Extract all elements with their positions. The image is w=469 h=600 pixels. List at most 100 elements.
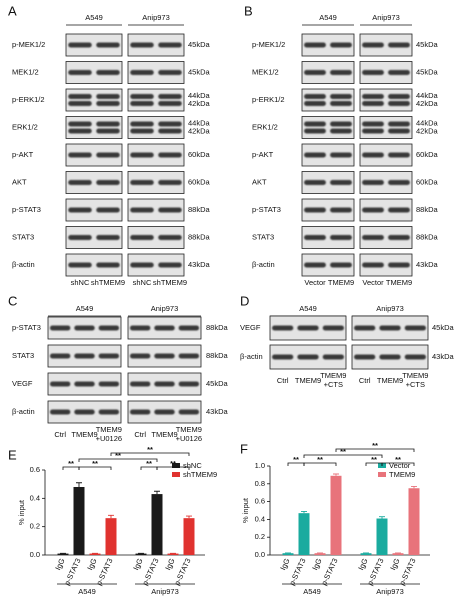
blot-box bbox=[359, 253, 413, 277]
blot-box bbox=[65, 198, 123, 222]
bar bbox=[57, 553, 69, 555]
protein-label: MEK1/2 bbox=[12, 67, 39, 76]
blot-box bbox=[127, 33, 185, 57]
blot-box bbox=[127, 61, 185, 84]
band bbox=[330, 101, 352, 106]
band bbox=[362, 235, 384, 240]
error-bar bbox=[301, 510, 307, 514]
band bbox=[96, 101, 120, 106]
band bbox=[362, 207, 384, 213]
size-label: 45kDa bbox=[432, 323, 455, 332]
blot-box bbox=[65, 253, 123, 277]
y-tick-label: 0.6 bbox=[255, 497, 265, 506]
protein-label: ERK1/2 bbox=[252, 122, 278, 131]
protein-label: p-AKT bbox=[252, 150, 274, 159]
blot-box bbox=[127, 198, 185, 222]
band bbox=[74, 409, 95, 415]
y-tick-label: 0.0 bbox=[255, 550, 265, 559]
band bbox=[154, 325, 175, 331]
significance-label: ** bbox=[68, 459, 74, 468]
band bbox=[304, 262, 326, 268]
blot-box bbox=[359, 198, 413, 222]
x-tick-label: IgG bbox=[356, 557, 369, 572]
band bbox=[158, 262, 182, 268]
size-label: 45kDa bbox=[206, 379, 229, 388]
significance-label: ** bbox=[147, 445, 153, 454]
bar bbox=[89, 553, 101, 555]
protein-label: MEK1/2 bbox=[252, 67, 279, 76]
band bbox=[68, 180, 92, 185]
blot-box bbox=[301, 116, 355, 139]
lane-label: +U0126 bbox=[176, 434, 202, 443]
bar bbox=[408, 488, 420, 555]
band bbox=[304, 101, 326, 106]
size-label: 60kDa bbox=[416, 177, 439, 186]
band bbox=[158, 42, 182, 48]
protein-label: p-AKT bbox=[12, 150, 34, 159]
band bbox=[96, 235, 120, 240]
y-tick-label: 0.2 bbox=[255, 532, 265, 541]
legend-label: Vector bbox=[389, 461, 411, 470]
blot-box bbox=[65, 171, 123, 194]
protein-label: p-ERK1/2 bbox=[252, 95, 285, 104]
lane-label: TMEM9 bbox=[377, 376, 403, 385]
band bbox=[354, 354, 376, 360]
band bbox=[362, 121, 384, 127]
band bbox=[154, 409, 175, 415]
y-axis-title: % input bbox=[17, 499, 26, 525]
lane-label: Ctrl bbox=[277, 376, 289, 385]
y-tick-label: 0.4 bbox=[30, 493, 40, 502]
protein-label: VEGF bbox=[240, 323, 261, 332]
lane-label: TMEM9 bbox=[176, 425, 202, 434]
band bbox=[178, 353, 200, 359]
band bbox=[379, 354, 401, 360]
band bbox=[388, 70, 410, 75]
legend-label: TMEM9 bbox=[389, 470, 415, 479]
size-label: 45kDa bbox=[416, 67, 439, 76]
band bbox=[68, 101, 92, 106]
lane-label: shNC bbox=[71, 278, 90, 287]
size-label: 45kDa bbox=[188, 40, 211, 49]
band bbox=[49, 353, 71, 359]
band bbox=[322, 325, 344, 331]
band bbox=[130, 262, 154, 268]
protein-label: AKT bbox=[12, 177, 27, 186]
band bbox=[96, 42, 120, 48]
band bbox=[330, 70, 352, 75]
band bbox=[74, 325, 95, 331]
blot-box bbox=[65, 88, 123, 112]
band bbox=[158, 128, 182, 134]
band bbox=[158, 121, 182, 127]
legend-swatch bbox=[378, 472, 386, 477]
band bbox=[96, 94, 120, 99]
size-label: 43kDa bbox=[188, 260, 211, 269]
lane-label: TMEM9 bbox=[386, 278, 412, 287]
band bbox=[96, 180, 120, 185]
x-tick-label: IgG bbox=[131, 557, 144, 572]
blot-box bbox=[127, 88, 185, 112]
band bbox=[330, 235, 352, 240]
significance-bracket bbox=[303, 462, 337, 466]
band bbox=[129, 381, 151, 387]
blot-box bbox=[127, 143, 185, 167]
band bbox=[330, 180, 352, 185]
lane-label: TMEM9 bbox=[402, 371, 428, 380]
band bbox=[68, 262, 92, 268]
cell-line-header: A549 bbox=[85, 13, 103, 22]
size-label: 60kDa bbox=[188, 150, 211, 159]
blot-box bbox=[65, 143, 123, 167]
band bbox=[130, 101, 154, 106]
significance-bracket bbox=[335, 448, 415, 452]
protein-label: p-STAT3 bbox=[12, 323, 41, 332]
size-label: 88kDa bbox=[188, 232, 211, 241]
band bbox=[362, 262, 384, 268]
blot-box bbox=[301, 88, 355, 112]
band bbox=[272, 354, 294, 360]
band bbox=[178, 409, 200, 415]
band bbox=[304, 180, 326, 185]
bar bbox=[314, 553, 326, 555]
band bbox=[297, 325, 319, 331]
blot-box bbox=[301, 253, 355, 277]
size-label: 88kDa bbox=[416, 232, 439, 241]
significance-label: ** bbox=[146, 459, 152, 468]
